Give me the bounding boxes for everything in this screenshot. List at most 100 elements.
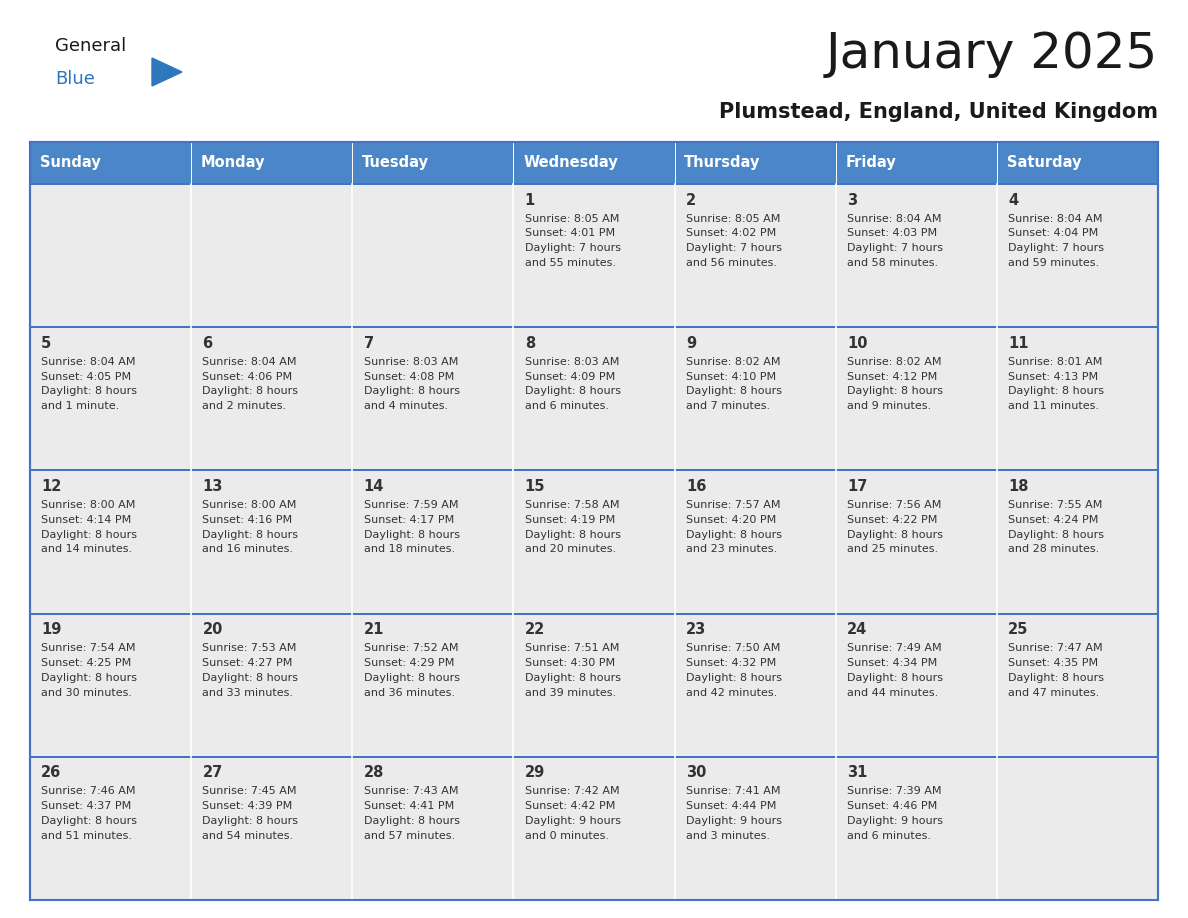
- Bar: [513, 142, 675, 184]
- Text: Daylight: 8 hours: Daylight: 8 hours: [685, 530, 782, 540]
- Text: Daylight: 9 hours: Daylight: 9 hours: [685, 816, 782, 826]
- Text: Daylight: 8 hours: Daylight: 8 hours: [364, 673, 460, 683]
- Bar: [997, 327, 1158, 470]
- Text: Sunset: 4:41 PM: Sunset: 4:41 PM: [364, 801, 454, 812]
- Text: Sunset: 4:46 PM: Sunset: 4:46 PM: [847, 801, 937, 812]
- Text: Sunset: 4:27 PM: Sunset: 4:27 PM: [202, 658, 292, 668]
- Text: Daylight: 8 hours: Daylight: 8 hours: [847, 673, 943, 683]
- Text: Sunset: 4:05 PM: Sunset: 4:05 PM: [42, 372, 132, 382]
- Text: and 56 minutes.: and 56 minutes.: [685, 258, 777, 268]
- Text: Sunset: 4:25 PM: Sunset: 4:25 PM: [42, 658, 132, 668]
- Text: and 6 minutes.: and 6 minutes.: [525, 401, 608, 411]
- Text: and 7 minutes.: and 7 minutes.: [685, 401, 770, 411]
- Text: Sunrise: 8:04 AM: Sunrise: 8:04 AM: [847, 214, 942, 224]
- Text: 21: 21: [364, 622, 384, 637]
- Text: and 20 minutes.: and 20 minutes.: [525, 544, 615, 554]
- Bar: [835, 184, 997, 327]
- Text: Daylight: 8 hours: Daylight: 8 hours: [1009, 530, 1104, 540]
- Text: and 9 minutes.: and 9 minutes.: [847, 401, 931, 411]
- Text: Sunrise: 8:00 AM: Sunrise: 8:00 AM: [42, 500, 135, 510]
- Bar: [191, 756, 353, 900]
- Text: 7: 7: [364, 336, 374, 351]
- Bar: [353, 470, 513, 613]
- Text: Daylight: 8 hours: Daylight: 8 hours: [847, 530, 943, 540]
- Text: Sunrise: 7:51 AM: Sunrise: 7:51 AM: [525, 644, 619, 654]
- Text: Sunset: 4:29 PM: Sunset: 4:29 PM: [364, 658, 454, 668]
- Text: and 11 minutes.: and 11 minutes.: [1009, 401, 1099, 411]
- Bar: [675, 613, 835, 756]
- Text: Sunrise: 7:49 AM: Sunrise: 7:49 AM: [847, 644, 942, 654]
- Text: Sunset: 4:16 PM: Sunset: 4:16 PM: [202, 515, 292, 525]
- Text: and 36 minutes.: and 36 minutes.: [364, 688, 455, 698]
- Text: 18: 18: [1009, 479, 1029, 494]
- Text: 25: 25: [1009, 622, 1029, 637]
- Bar: [835, 327, 997, 470]
- Text: and 16 minutes.: and 16 minutes.: [202, 544, 293, 554]
- Text: Wednesday: Wednesday: [523, 155, 618, 171]
- Text: Sunset: 4:10 PM: Sunset: 4:10 PM: [685, 372, 776, 382]
- Text: Sunrise: 8:03 AM: Sunrise: 8:03 AM: [364, 357, 457, 367]
- Text: Sunrise: 8:05 AM: Sunrise: 8:05 AM: [525, 214, 619, 224]
- Text: and 55 minutes.: and 55 minutes.: [525, 258, 615, 268]
- Text: Sunrise: 7:39 AM: Sunrise: 7:39 AM: [847, 787, 942, 797]
- Text: and 59 minutes.: and 59 minutes.: [1009, 258, 1099, 268]
- Text: Daylight: 8 hours: Daylight: 8 hours: [525, 673, 620, 683]
- Text: 14: 14: [364, 479, 384, 494]
- Text: Daylight: 8 hours: Daylight: 8 hours: [364, 816, 460, 826]
- Text: Sunrise: 7:56 AM: Sunrise: 7:56 AM: [847, 500, 941, 510]
- Text: Friday: Friday: [846, 155, 896, 171]
- Text: and 14 minutes.: and 14 minutes.: [42, 544, 132, 554]
- Text: Daylight: 8 hours: Daylight: 8 hours: [1009, 673, 1104, 683]
- Bar: [30, 184, 191, 327]
- Bar: [513, 470, 675, 613]
- Text: Daylight: 8 hours: Daylight: 8 hours: [364, 530, 460, 540]
- Text: Sunrise: 8:04 AM: Sunrise: 8:04 AM: [42, 357, 135, 367]
- Text: Sunset: 4:22 PM: Sunset: 4:22 PM: [847, 515, 937, 525]
- Bar: [30, 756, 191, 900]
- Text: Sunset: 4:17 PM: Sunset: 4:17 PM: [364, 515, 454, 525]
- Text: Sunrise: 7:47 AM: Sunrise: 7:47 AM: [1009, 644, 1102, 654]
- Text: Sunset: 4:32 PM: Sunset: 4:32 PM: [685, 658, 776, 668]
- Text: 27: 27: [202, 766, 222, 780]
- Text: Daylight: 8 hours: Daylight: 8 hours: [42, 530, 138, 540]
- Text: and 1 minute.: and 1 minute.: [42, 401, 120, 411]
- Text: 16: 16: [685, 479, 706, 494]
- Text: Tuesday: Tuesday: [362, 155, 429, 171]
- Text: 5: 5: [42, 336, 51, 351]
- Bar: [675, 142, 835, 184]
- Text: 9: 9: [685, 336, 696, 351]
- Text: and 44 minutes.: and 44 minutes.: [847, 688, 939, 698]
- Text: Daylight: 8 hours: Daylight: 8 hours: [202, 816, 298, 826]
- Text: and 6 minutes.: and 6 minutes.: [847, 831, 931, 841]
- Bar: [191, 613, 353, 756]
- Text: Sunrise: 8:05 AM: Sunrise: 8:05 AM: [685, 214, 781, 224]
- Bar: [997, 756, 1158, 900]
- Text: 6: 6: [202, 336, 213, 351]
- Text: Daylight: 7 hours: Daylight: 7 hours: [685, 243, 782, 253]
- Text: Sunrise: 7:41 AM: Sunrise: 7:41 AM: [685, 787, 781, 797]
- Bar: [835, 756, 997, 900]
- Bar: [513, 756, 675, 900]
- Bar: [675, 470, 835, 613]
- Text: Sunrise: 7:57 AM: Sunrise: 7:57 AM: [685, 500, 781, 510]
- Text: Daylight: 8 hours: Daylight: 8 hours: [202, 386, 298, 397]
- Text: and 18 minutes.: and 18 minutes.: [364, 544, 455, 554]
- Text: Sunrise: 8:04 AM: Sunrise: 8:04 AM: [1009, 214, 1102, 224]
- Text: January 2025: January 2025: [826, 30, 1158, 78]
- Text: and 30 minutes.: and 30 minutes.: [42, 688, 132, 698]
- Bar: [353, 756, 513, 900]
- Text: Daylight: 8 hours: Daylight: 8 hours: [42, 673, 138, 683]
- Text: Daylight: 9 hours: Daylight: 9 hours: [847, 816, 943, 826]
- Text: and 0 minutes.: and 0 minutes.: [525, 831, 608, 841]
- Text: Saturday: Saturday: [1006, 155, 1081, 171]
- Text: Sunset: 4:03 PM: Sunset: 4:03 PM: [847, 229, 937, 239]
- Bar: [191, 470, 353, 613]
- Text: Sunset: 4:24 PM: Sunset: 4:24 PM: [1009, 515, 1099, 525]
- Text: 23: 23: [685, 622, 706, 637]
- Text: General: General: [55, 37, 126, 55]
- Text: and 4 minutes.: and 4 minutes.: [364, 401, 448, 411]
- Text: Sunset: 4:42 PM: Sunset: 4:42 PM: [525, 801, 615, 812]
- Text: Sunset: 4:34 PM: Sunset: 4:34 PM: [847, 658, 937, 668]
- Bar: [353, 613, 513, 756]
- Bar: [675, 756, 835, 900]
